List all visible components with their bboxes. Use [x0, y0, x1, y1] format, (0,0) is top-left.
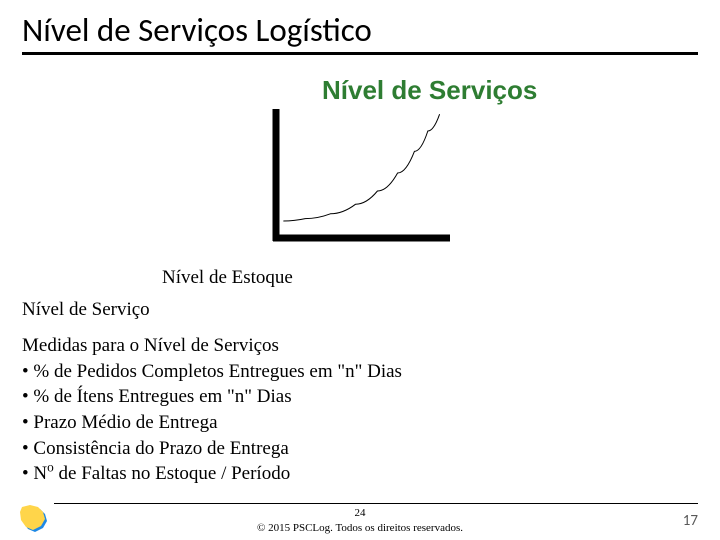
- footer-copyright: © 2015 PSCLog. Todos os direitos reserva…: [22, 522, 698, 534]
- chart-axes: [270, 109, 470, 259]
- bullets-block: Medidas para o Nível de Serviços • % de …: [22, 333, 698, 487]
- y-axis-label: Nível de Serviço: [22, 299, 698, 321]
- bullet-item: • Consistência do Prazo de Entrega: [22, 436, 698, 462]
- footer: 24 © 2015 PSCLog. Todos os direitos rese…: [0, 503, 720, 534]
- bullets-heading: Medidas para o Nível de Serviços: [22, 333, 698, 359]
- service-curve: [283, 114, 439, 221]
- page-title: Nível de Serviços Logístico: [22, 10, 698, 50]
- page-number: 17: [683, 512, 698, 530]
- chart-title: Nível de Serviços: [322, 75, 537, 106]
- bullet-item: • No de Faltas no Estoque / Período: [22, 461, 698, 487]
- bullet-item: • % de Pedidos Completos Entregues em "n…: [22, 359, 698, 385]
- bullet-item: • Prazo Médio de Entrega: [22, 410, 698, 436]
- footer-center-number: 24: [351, 507, 370, 519]
- bullet-item: • % de Ítens Entregues em "n" Dias: [22, 384, 698, 410]
- service-level-chart: Nível de Serviços Nível de Estoque: [22, 69, 698, 249]
- x-axis-label: Nível de Estoque: [162, 267, 293, 289]
- brazil-map-icon: [16, 502, 48, 532]
- footer-rule: [54, 503, 698, 504]
